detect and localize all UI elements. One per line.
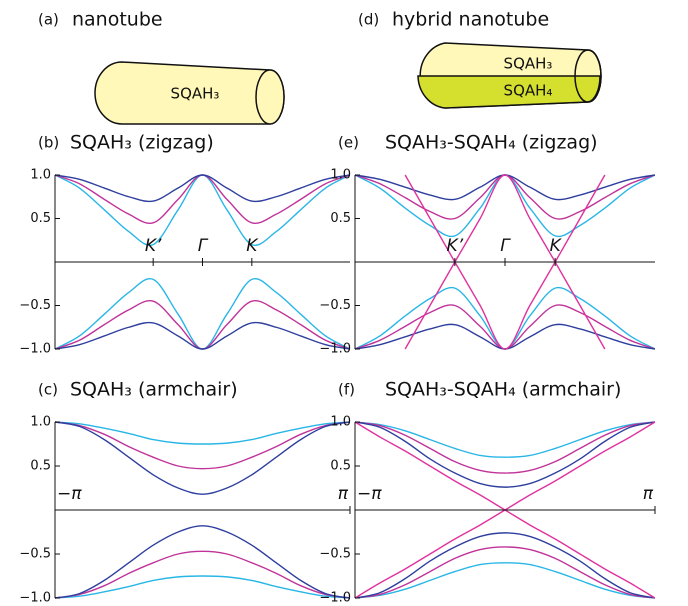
y-tick-label: 1.0 — [30, 415, 51, 430]
band-line — [355, 304, 655, 350]
band-line — [55, 299, 350, 350]
panel-label: (f) — [338, 381, 355, 399]
y-tick-label: −0.5 — [319, 547, 351, 562]
band-line — [55, 174, 350, 225]
band-line — [355, 174, 655, 238]
y-tick-label: −1.0 — [19, 591, 51, 606]
band-line — [55, 174, 350, 203]
panel-title: SQAH₃ (zigzag) — [70, 132, 214, 154]
band-line — [355, 174, 655, 201]
y-tick-label: 1.0 — [30, 168, 51, 183]
tube-label: SQAH₃ — [504, 55, 553, 73]
tube-end — [574, 49, 602, 103]
band-line — [55, 421, 350, 495]
y-tick-label: 0.5 — [330, 459, 351, 474]
panel-label: (e) — [338, 134, 359, 152]
panel-title: SQAH₃ (armchair) — [70, 379, 238, 401]
tube-label: SQAH₃ — [171, 85, 220, 103]
band-line — [355, 546, 655, 599]
panel-title: nanotube — [72, 9, 163, 31]
plot-area — [55, 174, 350, 350]
panel-label: (c) — [38, 381, 58, 399]
band-line — [355, 323, 655, 350]
panel-label: (a) — [38, 11, 59, 29]
y-tick-label: −1.0 — [19, 342, 51, 357]
x-tick-label: −π — [357, 484, 382, 504]
band-line — [55, 575, 350, 599]
band-line — [55, 421, 350, 470]
band-line — [355, 562, 655, 599]
panel-title: SQAH₃-SQAH₄ (armchair) — [385, 379, 621, 401]
band-line — [404, 174, 606, 350]
x-tick-label: −π — [57, 484, 82, 504]
x-tick-label: π — [643, 484, 654, 504]
panel-label: (b) — [38, 134, 59, 152]
y-tick-label: 0.5 — [330, 211, 351, 226]
y-tick-label: 0.5 — [30, 459, 51, 474]
y-tick-label: 1.0 — [330, 415, 351, 430]
panel-title: hybrid nanotube — [392, 9, 549, 31]
band-line — [355, 532, 655, 599]
y-tick-label: 1.0 — [330, 168, 351, 183]
tube-label: SQAH₄ — [504, 82, 553, 100]
plot-area — [55, 421, 350, 599]
band-line — [55, 321, 350, 350]
y-tick-label: −0.5 — [319, 298, 351, 313]
band-line — [355, 421, 655, 488]
x-tick-label: K — [246, 236, 259, 256]
band-line — [404, 174, 606, 350]
x-tick-label: π — [338, 484, 349, 504]
y-tick-label: −1.0 — [319, 591, 351, 606]
band-line — [55, 525, 350, 599]
plot-area — [355, 174, 655, 350]
band-line — [355, 421, 655, 474]
y-tick-label: −0.5 — [19, 298, 51, 313]
y-tick-label: 0.5 — [30, 211, 51, 226]
band-line — [355, 421, 655, 458]
x-tick-label: K’ — [145, 236, 162, 256]
band-line — [355, 286, 655, 350]
tube-end — [255, 69, 285, 125]
x-tick-label: Γ — [198, 236, 209, 256]
x-tick-label: K — [550, 236, 563, 256]
band-line — [355, 174, 655, 220]
y-tick-label: −0.5 — [19, 547, 51, 562]
band-line — [55, 421, 350, 445]
x-tick-label: Γ — [500, 236, 511, 256]
band-line — [55, 550, 350, 599]
panel-title: SQAH₃-SQAH₄ (zigzag) — [385, 132, 598, 154]
y-tick-label: −1.0 — [319, 342, 351, 357]
x-tick-label: K’ — [447, 236, 464, 256]
panel-label: (d) — [358, 11, 379, 29]
